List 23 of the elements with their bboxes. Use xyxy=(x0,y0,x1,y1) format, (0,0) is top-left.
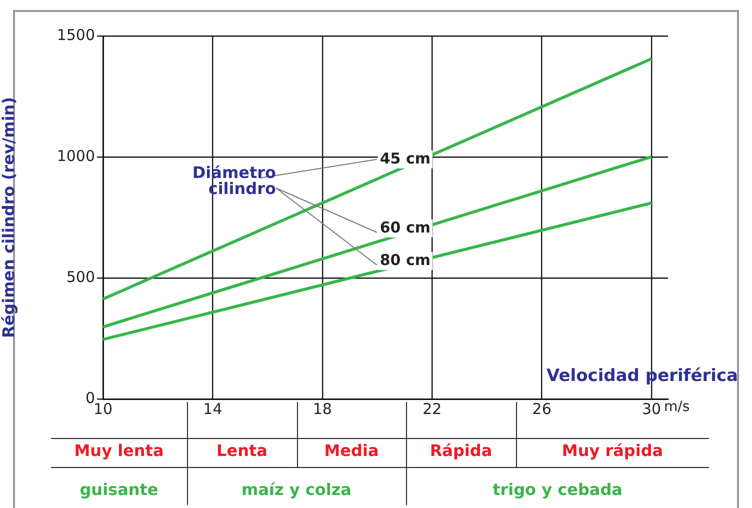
text: Muy rápida xyxy=(560,441,664,460)
series-label: 60 cm xyxy=(380,218,430,236)
y-tick-label: 1000 xyxy=(56,146,95,165)
text: Lenta xyxy=(216,441,268,460)
y-tick-label: 1500 xyxy=(56,26,95,44)
annotation: m/s xyxy=(664,399,690,415)
y-tick-label: 0 xyxy=(85,388,95,407)
text: guisante xyxy=(78,480,160,499)
text: Rápida xyxy=(428,441,494,460)
series-label: 80 cm xyxy=(380,250,430,269)
x-tick-label: 26 xyxy=(532,400,552,418)
y-tick-label: 500 xyxy=(66,268,95,286)
text: Media xyxy=(323,441,380,460)
text: maíz y colza xyxy=(240,480,352,499)
x-tick-label: 18 xyxy=(312,400,332,418)
x-tick-label: 10 xyxy=(93,400,113,418)
x-tick-label: 30 xyxy=(642,400,662,418)
text: trigo y cebada xyxy=(492,480,624,499)
x-tick-label: 14 xyxy=(203,400,222,418)
x-tick-label: 22 xyxy=(422,400,442,418)
series-label: 45 cm xyxy=(380,149,430,168)
text: Muy lenta xyxy=(73,441,165,460)
y-axis-title: Régimen cilindro (rev/min) xyxy=(0,96,18,338)
